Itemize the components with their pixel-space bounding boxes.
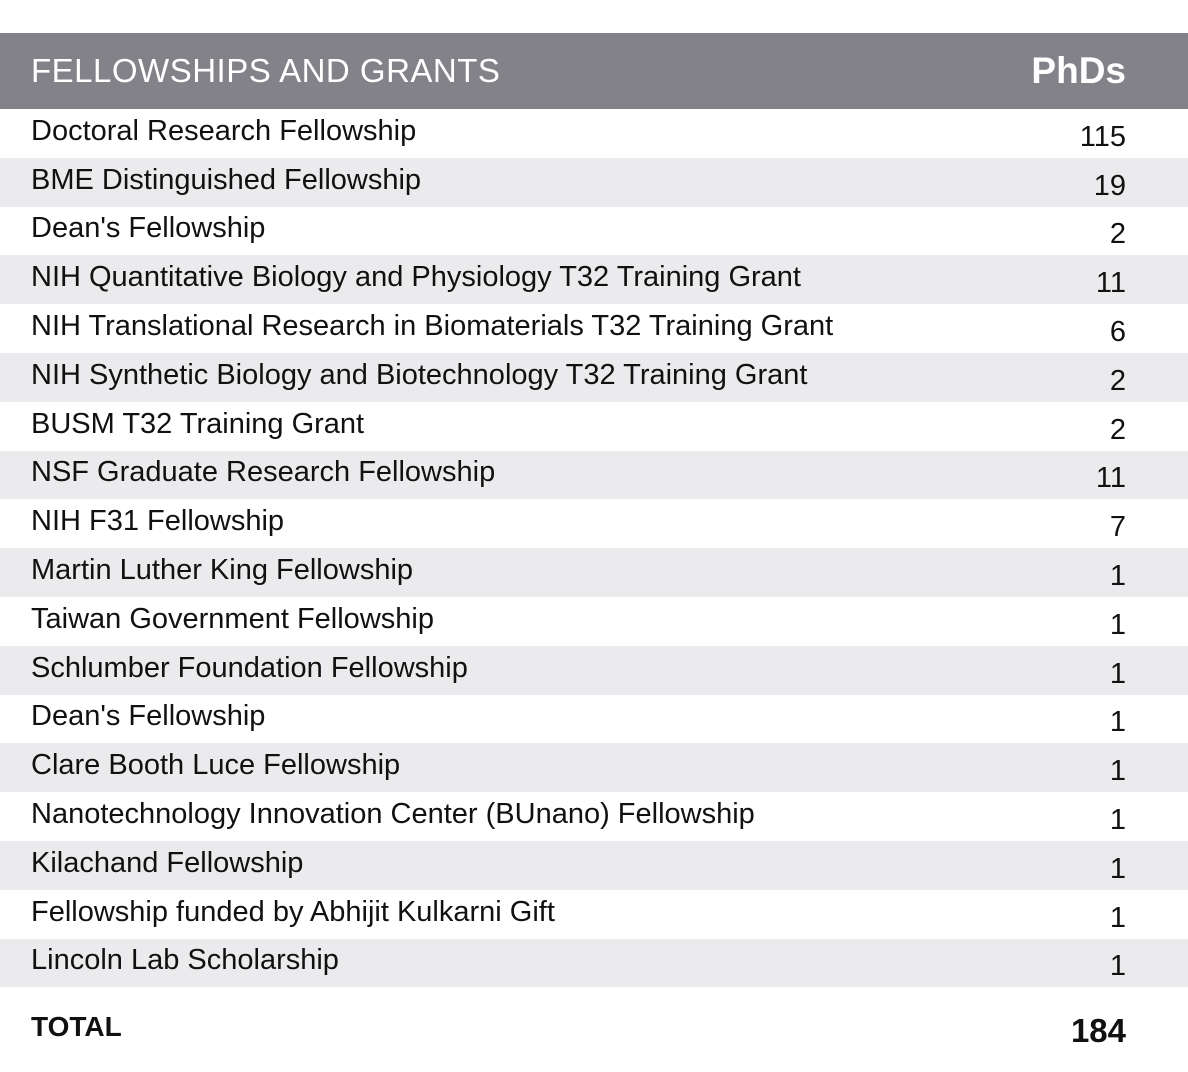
row-value: 1 [1109,804,1126,837]
row-value: 1 [1109,608,1126,641]
row-value: 2 [1109,364,1126,397]
row-label: Kilachand Fellowship [31,846,304,879]
table-row: Schlumber Foundation Fellowship 1 [0,645,1188,695]
table-row: Martin Luther King Fellowship 1 [0,548,1188,597]
row-label: NIH F31 Fellowship [31,505,285,538]
row-label: Martin Luther King Fellowship [31,554,414,587]
row-value: 19 [1093,169,1126,202]
table-row: Dean's Fellowship 2 [0,207,1188,256]
table-row: Clare Booth Luce Fellowship 1 [0,743,1188,793]
row-label: NIH Translational Research in Biomateria… [31,310,834,343]
row-value: 2 [1109,413,1126,446]
table-row: Nanotechnology Innovation Center (BUnano… [0,792,1188,841]
phds-column-header: PhDs [1031,50,1126,91]
row-label: Dean's Fellowship [31,212,266,245]
row-value: 1 [1109,755,1126,788]
table-row: Dean's Fellowship 1 [0,695,1188,744]
table-row: Kilachand Fellowship 1 [0,840,1188,890]
total-row: TOTAL 184 [0,1008,1188,1056]
fellowships-table: FELLOWSHIPS AND GRANTS PhDs Doctoral Res… [0,33,1188,988]
row-value: 1 [1109,901,1126,934]
row-value: 1 [1109,560,1126,593]
row-value: 11 [1095,462,1126,495]
row-value: 6 [1109,316,1126,349]
row-value: 1 [1109,950,1126,983]
row-label: NIH Quantitative Biology and Physiology … [31,261,801,294]
row-value: 1 [1109,706,1126,739]
row-value: 7 [1109,511,1126,544]
total-value: 184 [1070,1012,1126,1049]
row-label: BUSM T32 Training Grant [31,407,365,440]
row-label: NSF Graduate Research Fellowship [31,456,496,489]
table-row: Doctoral Research Fellowship 115 [0,109,1188,158]
row-label: Taiwan Government Fellowship [31,602,434,635]
row-label: Doctoral Research Fellowship [31,114,417,147]
row-label: BME Distinguished Fellowship [31,163,422,196]
row-value: 115 [1079,120,1126,153]
row-label: Lincoln Lab Scholarship [31,944,339,977]
table-row: Lincoln Lab Scholarship 1 [0,938,1188,988]
total-label: TOTAL [31,1011,122,1042]
table-row: NIH Translational Research in Biomateria… [0,304,1188,353]
table-row: Taiwan Government Fellowship 1 [0,597,1188,646]
row-label: Dean's Fellowship [31,700,266,733]
row-value: 11 [1095,267,1126,300]
row-value: 2 [1109,218,1126,251]
table-row: BME Distinguished Fellowship 19 [0,157,1188,207]
row-value: 1 [1109,852,1126,885]
table-row: NIH Quantitative Biology and Physiology … [0,255,1188,305]
table-row: NSF Graduate Research Fellowship 11 [0,450,1188,500]
row-label: Schlumber Foundation Fellowship [31,651,468,684]
row-value: 1 [1109,657,1126,690]
table-row: NIH F31 Fellowship 7 [0,499,1188,548]
table-header: FELLOWSHIPS AND GRANTS PhDs [0,33,1188,109]
row-label: Clare Booth Luce Fellowship [31,749,401,782]
table-title: FELLOWSHIPS AND GRANTS [31,52,501,89]
row-label: Fellowship funded by Abhijit Kulkarni Gi… [31,895,555,928]
table-row: Fellowship funded by Abhijit Kulkarni Gi… [0,890,1188,939]
row-label: NIH Synthetic Biology and Biotechnology … [31,358,808,391]
table-row: NIH Synthetic Biology and Biotechnology … [0,352,1188,402]
table-row: BUSM T32 Training Grant 2 [0,402,1188,451]
row-label: Nanotechnology Innovation Center (BUnano… [31,798,755,831]
